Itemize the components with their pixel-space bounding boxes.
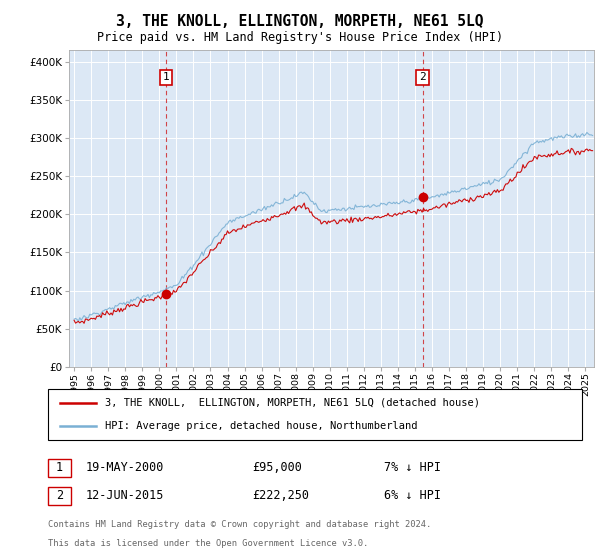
- Text: 12-JUN-2015: 12-JUN-2015: [86, 489, 164, 502]
- Text: 19-MAY-2000: 19-MAY-2000: [86, 461, 164, 474]
- Text: HPI: Average price, detached house, Northumberland: HPI: Average price, detached house, Nort…: [105, 421, 418, 431]
- Text: £95,000: £95,000: [252, 461, 302, 474]
- Text: 6% ↓ HPI: 6% ↓ HPI: [384, 489, 441, 502]
- Text: Price paid vs. HM Land Registry's House Price Index (HPI): Price paid vs. HM Land Registry's House …: [97, 31, 503, 44]
- Text: 1: 1: [56, 461, 63, 474]
- Text: This data is licensed under the Open Government Licence v3.0.: This data is licensed under the Open Gov…: [48, 539, 368, 548]
- Text: Contains HM Land Registry data © Crown copyright and database right 2024.: Contains HM Land Registry data © Crown c…: [48, 520, 431, 529]
- Text: 2: 2: [56, 489, 63, 502]
- Text: 2: 2: [419, 72, 426, 82]
- Text: 1: 1: [163, 72, 169, 82]
- Text: £222,250: £222,250: [252, 489, 309, 502]
- Text: 3, THE KNOLL,  ELLINGTON, MORPETH, NE61 5LQ (detached house): 3, THE KNOLL, ELLINGTON, MORPETH, NE61 5…: [105, 398, 480, 408]
- Text: 3, THE KNOLL, ELLINGTON, MORPETH, NE61 5LQ: 3, THE KNOLL, ELLINGTON, MORPETH, NE61 5…: [116, 14, 484, 29]
- Text: 7% ↓ HPI: 7% ↓ HPI: [384, 461, 441, 474]
